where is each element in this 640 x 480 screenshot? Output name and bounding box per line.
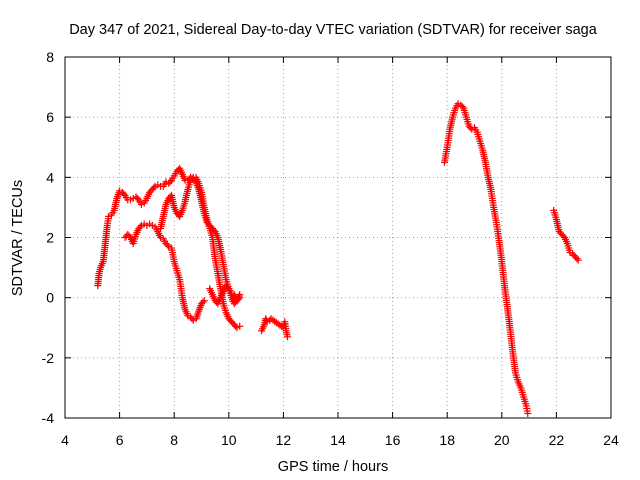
data-point [136,223,144,231]
data-point [524,409,532,417]
x-tick-label: 16 [385,432,401,448]
x-tick-label: 24 [603,432,619,448]
data-point [163,241,171,249]
x-tick-label: 20 [494,432,510,448]
y-tick-label: 4 [46,169,54,185]
x-tick-label: 4 [61,432,69,448]
data-point [200,297,208,305]
data-point [120,190,128,198]
data-point [234,295,242,303]
data-point [574,256,582,264]
y-axis-label: SDTVAR / TECUs [10,180,26,296]
x-tick-label: 22 [549,432,565,448]
y-tick-label: -4 [42,410,55,426]
data-point [458,103,466,111]
x-tick-label: 14 [330,432,346,448]
data-point [236,294,244,302]
y-tick-label: 2 [46,230,54,246]
x-tick-label: 6 [116,432,124,448]
data-point [559,232,567,240]
y-tick-label: 6 [46,109,54,125]
y-tick-label: 8 [46,49,54,65]
data-point [573,255,581,263]
x-tick-label: 12 [276,432,292,448]
y-tick-label: 0 [46,290,54,306]
data-point [125,232,133,240]
data-points [94,100,582,417]
x-tick-label: 8 [170,432,178,448]
grid-lines [65,57,611,418]
data-point [133,194,141,202]
data-point [199,298,207,306]
data-point [166,178,174,186]
data-point [150,184,158,192]
chart-title: Day 347 of 2021, Sidereal Day-to-day VTE… [69,22,598,38]
data-point [283,333,291,341]
data-point [235,292,243,300]
data-point [223,283,231,291]
data-point [236,322,244,330]
x-tick-label: 18 [439,432,455,448]
y-tick-label: -2 [42,350,55,366]
x-axis-label: GPS time / hours [278,459,388,475]
x-tick-label: 10 [221,432,237,448]
